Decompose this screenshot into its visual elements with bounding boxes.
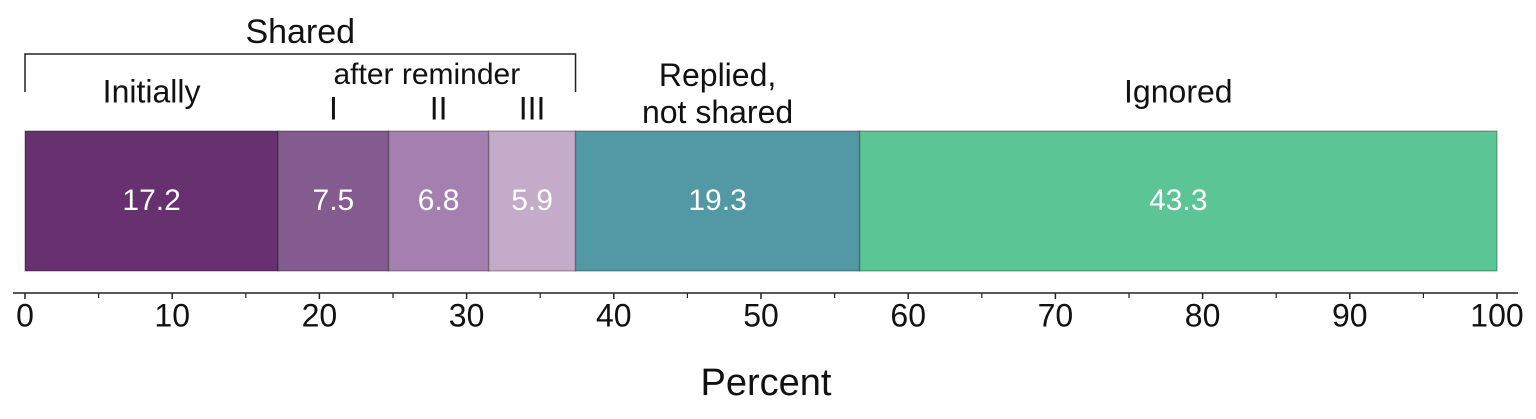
group-bracket	[24, 53, 577, 92]
value-label: 17.2	[122, 184, 180, 217]
x-tick-label: 40	[596, 297, 632, 333]
value-label: 43.3	[1149, 184, 1207, 217]
value-label: 6.8	[418, 184, 460, 217]
x-tick-label: 0	[16, 297, 34, 333]
x-tick-label: 20	[302, 297, 338, 333]
value-label: 5.9	[511, 184, 553, 217]
x-axis-title: Percent	[701, 362, 832, 404]
x-tick-label: 100	[1470, 297, 1523, 333]
x-tick-label: 30	[449, 297, 485, 333]
x-tick-label: 70	[1038, 297, 1074, 333]
bar-segment	[858, 130, 1498, 272]
segment-label: Ignored	[1124, 73, 1233, 109]
x-tick-label: 60	[890, 297, 926, 333]
group-label: Shared	[245, 13, 355, 51]
group-label: after reminder	[333, 58, 520, 91]
segment-label: I	[329, 90, 338, 126]
bar-segment	[387, 130, 490, 272]
x-tick-label: 80	[1185, 297, 1221, 333]
value-label: 7.5	[313, 184, 355, 217]
x-tick-label: 50	[743, 297, 779, 333]
x-tick-label: 10	[154, 297, 190, 333]
bar-segment	[574, 130, 861, 272]
segment-label: Initially	[103, 73, 201, 109]
x-tick-label: 90	[1332, 297, 1368, 333]
segment-label: Replied, not shared	[641, 57, 794, 130]
segment-label: II	[430, 90, 448, 126]
bar-segment	[487, 130, 577, 272]
value-label: 19.3	[688, 184, 746, 217]
bar-segment	[277, 130, 390, 272]
segment-label: III	[519, 90, 546, 126]
